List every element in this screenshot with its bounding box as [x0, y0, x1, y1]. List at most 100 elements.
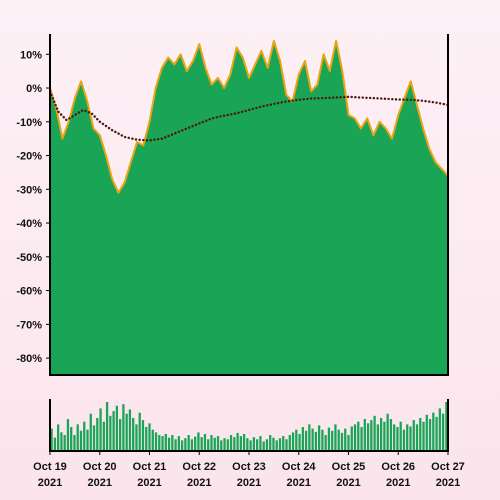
volume-bar	[112, 411, 115, 451]
volume-bar	[357, 421, 360, 451]
volume-bar	[229, 435, 233, 451]
volume-bar	[190, 439, 194, 451]
volume-bar	[96, 417, 99, 451]
volume-bar	[370, 420, 373, 451]
volume-bar	[226, 439, 229, 451]
volume-bar	[337, 429, 340, 451]
volume-bar	[376, 424, 379, 451]
volume-bar	[109, 415, 112, 451]
volume-bar	[105, 402, 109, 451]
volume-bar	[415, 424, 419, 451]
x-tick-year-label: 2021	[38, 477, 62, 489]
volume-bar	[89, 413, 92, 451]
volume-bar	[282, 436, 285, 451]
y-tick-label: -40%	[16, 218, 42, 230]
volume-bar	[318, 425, 321, 451]
volume-bar	[180, 440, 184, 451]
volume-bar	[239, 436, 242, 451]
y-tick-label: -70%	[16, 319, 42, 331]
y-tick-label: -50%	[16, 252, 42, 264]
volume-bar	[125, 413, 128, 451]
dotted-trend-line	[50, 90, 448, 142]
volume-bar	[141, 420, 145, 451]
volume-bar	[66, 419, 70, 451]
x-tick-label: Oct 26	[381, 461, 415, 473]
volume-bar	[145, 427, 148, 451]
volume-bar	[360, 427, 363, 451]
volume-bar	[161, 436, 164, 451]
y-axis-ticks: 10% 0% -10% -20% -30% -40% -50% -60% -70% -80%	[16, 49, 50, 365]
volume-bar	[347, 435, 350, 451]
volume-bar	[399, 421, 402, 451]
volume-bar	[278, 438, 282, 451]
volume-bar	[386, 413, 389, 451]
volume-bar	[419, 417, 422, 451]
volume-bar	[422, 421, 425, 451]
main-chart: 10% 0% -10% -20% -30% -40% -50% -60% -70% -80%	[16, 34, 449, 376]
x-tick-year-label: 2021	[237, 477, 261, 489]
volume-bar	[301, 427, 304, 451]
volume-bar	[327, 427, 331, 451]
volume-bar	[412, 420, 415, 451]
volume-bar	[216, 436, 220, 451]
x-tick-year-label: 2021	[287, 477, 311, 489]
area-fill	[50, 40, 448, 375]
volume-bar	[128, 409, 132, 451]
volume-bar	[135, 424, 138, 451]
volume-bar	[177, 436, 180, 451]
volume-bar	[184, 438, 187, 451]
volume-bar	[63, 435, 66, 451]
volume-bar	[265, 439, 269, 451]
volume-bar	[115, 405, 119, 451]
area-edge-line	[50, 39, 448, 194]
x-tick-label: Oct 25	[332, 461, 366, 473]
volume-bar	[151, 429, 154, 451]
volume-bar	[324, 435, 327, 451]
volume-bar	[119, 419, 122, 451]
x-tick-label: Oct 24	[282, 461, 317, 473]
x-tick-year-label: 2021	[436, 477, 460, 489]
volume-bar	[132, 417, 135, 451]
volume-bar	[83, 421, 86, 451]
volume-bar	[331, 430, 334, 451]
volume-bar	[242, 433, 246, 451]
volume-bar	[308, 424, 311, 451]
volume-bar	[402, 429, 406, 451]
y-tick-label: -10%	[16, 117, 42, 129]
volume-bar	[70, 427, 73, 451]
volume-bar	[304, 430, 308, 451]
volume-bar	[164, 433, 167, 451]
area-series-layer	[50, 39, 448, 375]
volume-chart: Oct 19 2021 Oct 20 2021 Oct 21 2021 Oct 22 2021…	[33, 399, 465, 489]
volume-bar	[445, 402, 448, 451]
x-tick-label: Oct 19	[33, 461, 67, 473]
volume-bar	[373, 415, 376, 451]
y-tick-label: -20%	[16, 151, 42, 163]
volume-bar	[138, 412, 141, 451]
x-tick-year-label: 2021	[386, 477, 410, 489]
volume-bar	[246, 438, 249, 451]
volume-bar	[174, 439, 177, 451]
volume-bar	[272, 437, 275, 451]
volume-bar	[334, 424, 337, 451]
volume-bar	[167, 437, 171, 451]
y-tick-label: 10%	[20, 49, 42, 61]
volume-bar	[207, 439, 210, 451]
volume-bar	[73, 435, 76, 451]
volume-bar	[50, 428, 53, 451]
volume-bar	[220, 440, 223, 451]
volume-bar	[298, 433, 301, 451]
volume-bar	[203, 433, 207, 451]
volume-bar	[311, 428, 314, 451]
volume-bar	[213, 437, 216, 451]
x-tick-label: Oct 22	[182, 461, 216, 473]
volume-bar	[379, 417, 383, 451]
x-tick-label: Oct 21	[133, 461, 167, 473]
y-tick-label: -80%	[16, 353, 42, 365]
volume-bar	[158, 435, 161, 451]
volume-bar	[383, 421, 386, 451]
volume-bar	[197, 432, 200, 451]
volume-bar	[171, 435, 174, 451]
volume-bar	[321, 429, 324, 451]
